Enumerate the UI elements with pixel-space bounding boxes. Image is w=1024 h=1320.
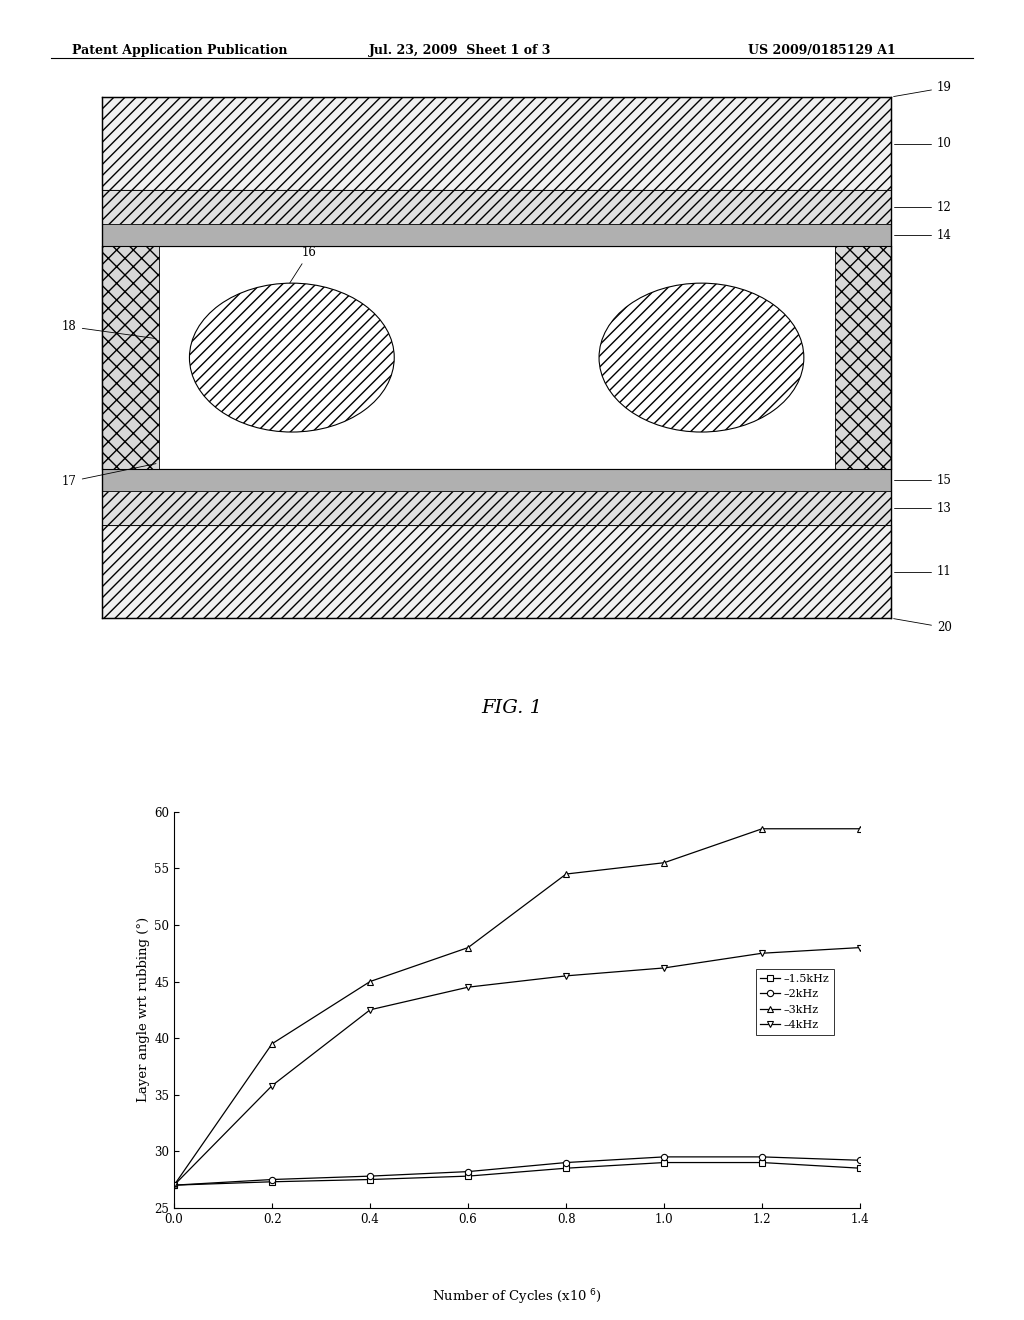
Ellipse shape xyxy=(189,282,394,432)
Text: Patent Application Publication: Patent Application Publication xyxy=(72,44,287,57)
Bar xyxy=(102,246,891,470)
Text: 16: 16 xyxy=(262,246,317,326)
Y-axis label: Layer angle wrt rubbing (°): Layer angle wrt rubbing (°) xyxy=(137,917,151,1102)
Bar xyxy=(102,98,891,190)
Text: 13: 13 xyxy=(894,502,952,515)
Text: 11: 11 xyxy=(894,565,951,578)
Bar xyxy=(102,190,891,224)
Text: 17: 17 xyxy=(61,463,156,488)
Text: 15: 15 xyxy=(894,474,952,487)
Bar xyxy=(102,491,891,525)
Text: 19: 19 xyxy=(894,82,952,96)
Text: 20: 20 xyxy=(894,619,952,634)
Bar xyxy=(102,470,891,491)
Legend: –1.5kHz, –2kHz, –3kHz, –4kHz: –1.5kHz, –2kHz, –3kHz, –4kHz xyxy=(756,969,834,1035)
Text: 10: 10 xyxy=(894,137,952,150)
Text: FIG. 1: FIG. 1 xyxy=(481,698,543,717)
Bar xyxy=(102,525,891,618)
Text: US 2009/0185129 A1: US 2009/0185129 A1 xyxy=(748,44,895,57)
Text: 12: 12 xyxy=(894,201,951,214)
Text: Number of Cycles (x10$^{\ 6}$): Number of Cycles (x10$^{\ 6}$) xyxy=(432,1287,602,1307)
Ellipse shape xyxy=(599,282,804,432)
Text: Jul. 23, 2009  Sheet 1 of 3: Jul. 23, 2009 Sheet 1 of 3 xyxy=(369,44,551,57)
Text: 18: 18 xyxy=(62,319,156,339)
Bar xyxy=(102,246,159,470)
Bar xyxy=(102,224,891,246)
Text: 14: 14 xyxy=(894,228,952,242)
Bar xyxy=(835,246,891,470)
